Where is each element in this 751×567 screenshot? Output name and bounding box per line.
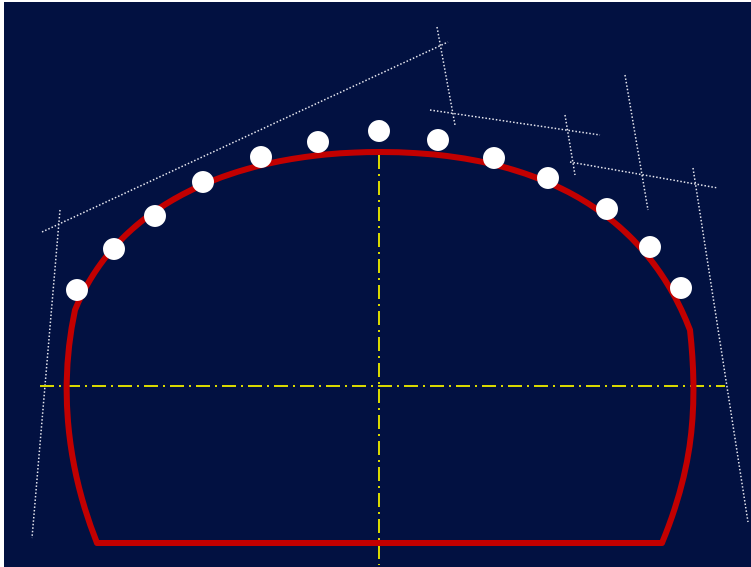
bolt-holes: [66, 120, 692, 301]
bolt-hole: [144, 205, 166, 227]
bolt-hole: [670, 277, 692, 299]
bolt-hole: [307, 131, 329, 153]
construction-line: [569, 161, 719, 189]
background: [4, 2, 751, 567]
bolt-hole: [483, 147, 505, 169]
bolt-hole: [427, 129, 449, 151]
bolt-hole: [537, 167, 559, 189]
bolt-hole: [596, 198, 618, 220]
bolt-hole: [250, 146, 272, 168]
bolt-hole: [192, 171, 214, 193]
bolt-hole: [368, 120, 390, 142]
construction-line: [692, 167, 749, 523]
bolt-hole: [103, 238, 125, 260]
construction-line: [429, 109, 601, 136]
bolt-hole: [639, 236, 661, 258]
tunnel-outline: [63, 149, 697, 546]
bolt-hole: [66, 279, 88, 301]
construction-lines: [31, 26, 749, 539]
construction-line: [436, 26, 456, 126]
construction-line: [31, 209, 61, 539]
construction-line: [41, 41, 449, 233]
